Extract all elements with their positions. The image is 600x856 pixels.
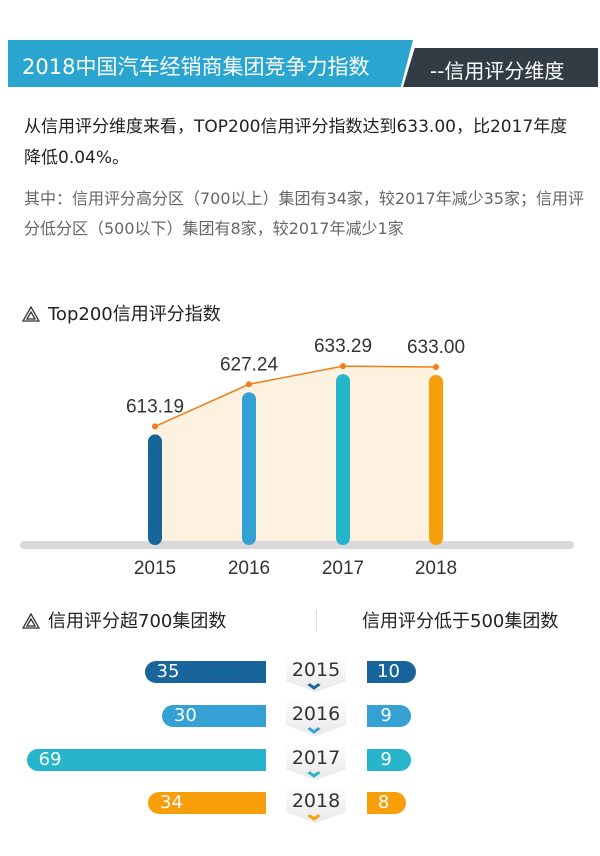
year-label: 2015	[291, 659, 341, 681]
line-point	[246, 381, 252, 388]
high-score-title: 信用评分超700集团数	[22, 607, 226, 633]
x-tick-label: 2015	[134, 558, 176, 579]
year-badge-2016: 2016	[286, 700, 346, 736]
line-point	[152, 423, 158, 430]
chevron-down-icon	[307, 811, 321, 821]
year-label: 2018	[291, 790, 341, 812]
chevron-down-icon	[307, 680, 321, 690]
intro-main: 从信用评分维度来看，TOP200信用评分指数达到633.00，比2017年度降低…	[24, 117, 568, 168]
data-label: 633.29	[314, 336, 372, 357]
x-tick-label: 2016	[228, 558, 270, 579]
year-badge-2015: 2015	[286, 656, 346, 692]
triangle-icon	[22, 306, 40, 322]
year-label: 2017	[291, 747, 341, 769]
data-label: 633.00	[407, 337, 465, 358]
line-area	[155, 366, 436, 541]
chevron-down-icon	[307, 724, 321, 734]
low-score-bar-2016: 9	[367, 705, 412, 727]
high-score-bar-2016: 30	[161, 705, 266, 727]
page-title: 2018中国汽车经销商集团竞争力指数	[22, 55, 370, 79]
page-subtitle: --信用评分维度	[430, 59, 565, 83]
chevron-down-icon	[307, 768, 321, 778]
low-score-bar-2015: 10	[367, 661, 416, 683]
data-label: 613.19	[126, 396, 184, 417]
year-badge-2017: 2017	[286, 744, 346, 780]
header-blue-bg	[8, 40, 413, 87]
year-badge-2018: 2018	[286, 787, 346, 823]
series-line	[154, 365, 437, 428]
high-score-bar-2015: 35	[144, 661, 266, 683]
bar-2016	[242, 392, 256, 545]
high-score-title-text: 信用评分超700集团数	[48, 611, 227, 632]
line-point	[433, 364, 439, 370]
index-chart-title-text: Top200信用评分指数	[48, 304, 221, 325]
x-tick-label: 2017	[322, 558, 364, 579]
bar-2017	[336, 374, 350, 545]
high-score-bar-2018: 34	[148, 792, 266, 814]
bar-2015	[148, 434, 162, 545]
bar-2018	[429, 375, 443, 545]
index-chart: 613.19 2015 627.24 2016 633.29 2017 633.00 2018	[20, 336, 574, 579]
divider	[316, 610, 317, 632]
low-score-title: 信用评分低于500集团数	[362, 611, 559, 632]
data-label: 627.24	[220, 354, 279, 375]
low-score-bar-2017: 9	[367, 749, 412, 771]
low-score-bar-2018: 8	[367, 792, 407, 814]
intro-detail: 其中：信用评分高分区（700以上）集团有34家，较2017年减少35家；信用评分…	[24, 189, 584, 238]
index-chart-title: Top200信用评分指数	[22, 300, 221, 326]
header-banner: 2018中国汽车经销商集团竞争力指数 --信用评分维度	[8, 40, 598, 87]
year-label: 2016	[291, 703, 341, 725]
high-score-bar-2017: 69	[26, 749, 266, 771]
header-dark-bg	[403, 48, 598, 87]
line-point	[340, 363, 346, 370]
triangle-icon	[22, 613, 40, 629]
axis-baseline	[20, 541, 574, 549]
x-tick-label: 2018	[415, 558, 457, 579]
